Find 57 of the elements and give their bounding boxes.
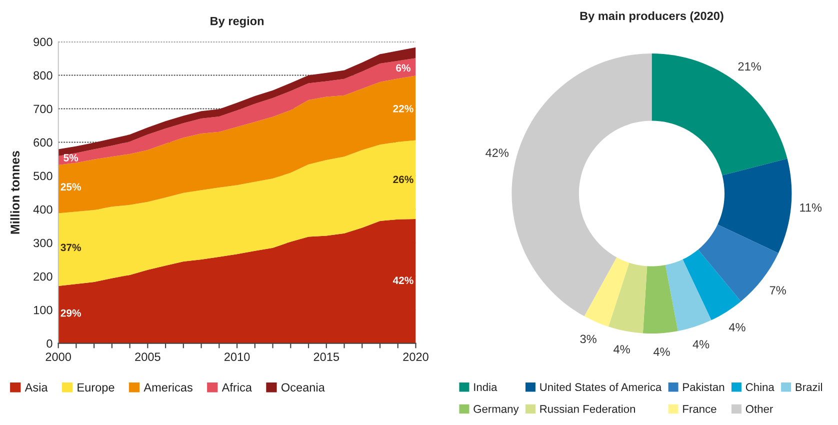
legend-label: France xyxy=(683,405,716,413)
y-tick-label: 900 xyxy=(34,38,52,46)
donut-slice xyxy=(642,265,678,334)
x-tick-label: 2015 xyxy=(314,352,340,362)
y-axis-title: Million tonnes xyxy=(10,151,20,234)
x-tick-label: 2010 xyxy=(224,352,250,362)
legend-label: Russian Federation xyxy=(540,404,635,413)
data-label: 4% xyxy=(614,345,630,354)
legend-label: Other xyxy=(746,404,773,413)
x-tick-label: 2005 xyxy=(135,352,160,362)
donut-slice xyxy=(718,158,792,254)
chart-title: By region xyxy=(210,16,264,28)
legend-label: Africa xyxy=(222,382,252,392)
data-label: 11% xyxy=(800,203,822,212)
data-label: 4% xyxy=(692,340,710,348)
data-label: 4% xyxy=(653,348,670,356)
legend-label: Brazil xyxy=(796,382,822,392)
annotation: 22% xyxy=(393,104,414,112)
annotation: 5% xyxy=(64,154,78,162)
y-tick-label: 700 xyxy=(34,104,52,114)
data-label: 3% xyxy=(580,334,596,344)
donut-slice xyxy=(652,54,788,176)
legend-label: Americas xyxy=(144,382,192,392)
legend-label: Pakistan xyxy=(683,382,724,392)
annotation: 29% xyxy=(60,309,81,317)
data-label: 7% xyxy=(770,286,786,294)
data-label: 4% xyxy=(728,323,746,332)
legend-label: India xyxy=(474,382,498,392)
y-tick-label: 800 xyxy=(34,71,52,80)
donut-slice xyxy=(584,257,630,327)
donut-slice xyxy=(512,54,652,316)
annotation: 25% xyxy=(60,183,81,191)
y-tick-label: 100 xyxy=(34,306,52,314)
legend-label: Oceania xyxy=(281,382,325,392)
annotation: 26% xyxy=(393,176,414,184)
legend-label: Asia xyxy=(24,382,48,392)
annotation: 6% xyxy=(396,64,410,72)
annotation: 37% xyxy=(60,244,81,252)
x-tick-label: 2000 xyxy=(46,352,71,362)
data-label: 21% xyxy=(738,62,761,71)
legend-label: China xyxy=(746,382,774,392)
y-tick-label: 300 xyxy=(34,238,52,248)
y-tick-label: 600 xyxy=(34,138,52,147)
y-tick-label: 0 xyxy=(46,339,52,348)
donut-slice xyxy=(665,259,712,332)
data-label: 42% xyxy=(486,148,509,157)
annotation: 42% xyxy=(392,276,414,284)
legend-label: Germany xyxy=(474,405,519,416)
legend-label: United States of America xyxy=(540,382,662,392)
chart-title: By main producers (2020) xyxy=(580,11,724,22)
y-tick-label: 400 xyxy=(33,205,52,214)
legend-label: Europe xyxy=(78,383,114,394)
y-tick-label: 200 xyxy=(34,272,52,281)
y-tick-label: 500 xyxy=(34,172,52,180)
x-tick-label: 2020 xyxy=(403,352,428,362)
donut-slice xyxy=(608,262,648,334)
donut-slice xyxy=(682,250,741,320)
